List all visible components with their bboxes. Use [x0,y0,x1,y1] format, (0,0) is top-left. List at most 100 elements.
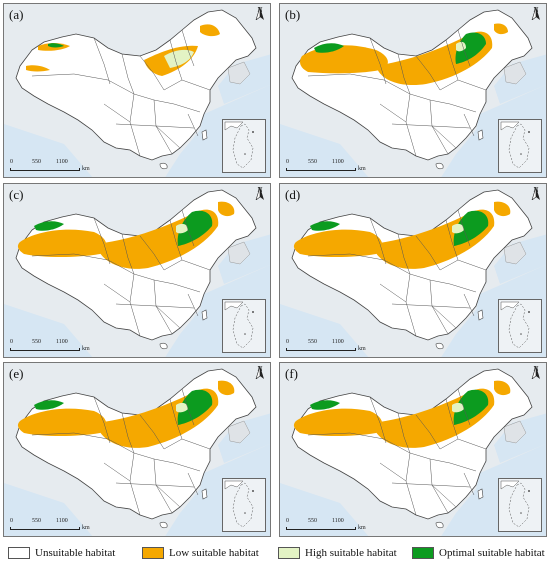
habitat-opt [453,389,489,425]
province-border [429,458,477,472]
scale-tick-label: 1100 [332,339,344,345]
province-border [431,484,457,508]
legend-item-optimal: Optimal suitable habitat [412,546,545,560]
province-border [139,55,165,91]
habitat-low [494,380,511,396]
korea-peninsula [503,61,527,85]
province-border [139,414,165,450]
taiwan-island [201,129,208,141]
province-border [121,412,135,454]
legend-item-low: Low suitable habitat [142,546,259,560]
scale-bar: 0 550 1100 km [286,518,396,532]
province-border [121,233,135,275]
habitat-opt [34,221,64,231]
province-border [463,293,475,317]
panel-label: (e) [9,366,24,381]
province-border [415,55,441,91]
south-china-sea-inset [498,299,542,353]
scale-unit: km [358,525,366,531]
habitat-low [17,408,107,436]
province-border [155,484,181,508]
scale-tick-label: 1100 [56,159,68,165]
scale-unit: km [82,166,90,172]
province-border [415,414,441,450]
map-panel: (d) N 0 550 1100 km [279,183,547,358]
scale-tick-label: 550 [308,159,317,165]
province-border [169,219,183,261]
north-arrow-icon: N [531,187,541,207]
scale-tick-label: 550 [308,339,317,345]
province-border [397,412,411,454]
province-border [181,388,195,426]
map-svg [280,9,546,177]
south-china-sea-inset [498,478,542,532]
panel-label: (c) [9,187,24,202]
scale-bar: 0 550 1100 km [286,159,396,173]
scale-tick-label: 550 [32,159,41,165]
scale-tick-label: 1100 [56,339,68,345]
scale-unit: km [358,346,366,352]
scale-unit: km [82,525,90,531]
province-border [153,279,201,293]
habitat-low [293,229,383,257]
province-border [429,279,477,293]
south-china-sea-inset [222,119,266,173]
sea-area [4,124,93,177]
province-border [103,103,131,123]
scale-bar-line [10,348,80,351]
korea-peninsula [227,241,251,265]
habitat-opt [314,43,344,53]
province-border [457,209,471,247]
korea-peninsula [503,241,527,265]
habitat-low [17,229,107,257]
legend-label-low: Low suitable habitat [169,547,259,559]
habitat-low [200,24,220,37]
province-border [397,53,411,95]
province-border [445,398,459,440]
legend-swatch-unsuitable [8,547,30,559]
north-arrow-icon: N [531,7,541,27]
south-china-sea-inset [498,119,542,173]
scale-bar: 0 550 1100 km [10,159,120,173]
taiwan-island [477,129,484,141]
habitat-opt [453,210,489,246]
hainan-island [159,521,168,529]
legend-item-high: High suitable habitat [278,546,397,560]
korea-peninsula [227,61,251,85]
province-border [155,305,181,329]
scale-tick-label: 1100 [332,159,344,165]
scale-tick-label: 1100 [56,518,68,524]
map-panel: (f) N 0 550 1100 km [279,362,547,537]
map-panel: (e) N 0 550 1100 km [3,362,271,537]
sea-area [4,304,93,357]
province-border [445,39,459,81]
hainan-island [435,342,444,350]
province-border [379,103,407,123]
korea-peninsula [503,420,527,444]
province-border [397,233,411,275]
province-border [379,283,407,303]
scale-tick-label: 0 [286,159,289,165]
province-border [139,235,165,271]
scale-bar-line [286,527,356,530]
province-border [369,37,387,85]
korea-peninsula [227,420,251,444]
scale-tick-label: 0 [286,518,289,524]
sea-area [280,483,369,536]
province-border [169,39,183,81]
province-border [187,113,199,137]
province-border [153,458,201,472]
province-border [31,432,109,440]
panel-label: (b) [285,7,301,22]
panel-label: (a) [9,7,24,22]
scale-tick-label: 550 [308,518,317,524]
scale-bar: 0 550 1100 km [10,339,120,353]
legend-label-high: High suitable habitat [305,547,397,559]
province-border [155,125,181,149]
habitat-opt [48,43,64,48]
province-border [93,396,111,444]
sea-area [280,124,369,177]
province-border [181,209,195,247]
panel-label: (f) [285,366,298,381]
taiwan-island [201,488,208,500]
